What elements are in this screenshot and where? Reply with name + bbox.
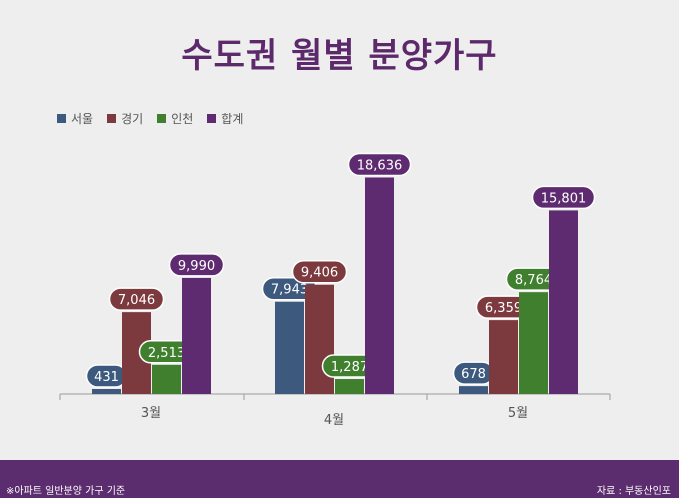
bar bbox=[459, 386, 488, 394]
footer-bar: ※아파트 일반분양 가구 기준 자료 : 부동산인포 bbox=[0, 460, 679, 498]
legend-item-gyeonggi: 경기 bbox=[107, 110, 143, 127]
bar bbox=[92, 388, 121, 394]
legend-swatch-seoul bbox=[57, 114, 66, 123]
legend-swatch-gyeonggi bbox=[107, 114, 117, 123]
data-label: 678 bbox=[461, 367, 486, 382]
bar bbox=[489, 320, 518, 394]
data-label: 2,513 bbox=[148, 346, 185, 361]
data-label: 9,990 bbox=[178, 259, 215, 274]
footer-source: 자료 : 부동산인포 bbox=[596, 486, 671, 497]
legend-item-total: 합계 bbox=[207, 110, 243, 127]
data-label-pill bbox=[108, 287, 165, 311]
data-label: 8,764 bbox=[515, 273, 552, 288]
bar bbox=[305, 284, 334, 394]
data-label: 1,287 bbox=[331, 360, 368, 375]
data-label: 15,801 bbox=[541, 191, 587, 206]
legend-swatch-total bbox=[207, 114, 217, 123]
bar bbox=[365, 177, 394, 394]
data-label-pill bbox=[291, 259, 348, 284]
data-label-pill bbox=[168, 253, 225, 277]
legend-label: 서울 bbox=[71, 112, 94, 126]
bar bbox=[549, 210, 578, 394]
data-label: 7,046 bbox=[118, 293, 155, 308]
data-label-pill bbox=[347, 152, 412, 177]
bar-chart: 431 7,943 678 7,046 9,406 6,359 2,513 1,287 8,76… bbox=[59, 152, 611, 428]
legend-item-seoul: 서울 bbox=[57, 110, 93, 127]
bar bbox=[152, 364, 181, 394]
data-label-pill bbox=[531, 185, 596, 210]
legend: 서울 경기 인천 합계 bbox=[57, 110, 243, 127]
bar bbox=[275, 301, 304, 394]
data-label: 6,359 bbox=[485, 301, 522, 316]
category-label: 5월 bbox=[508, 406, 528, 421]
legend-label: 합계 bbox=[221, 112, 244, 126]
data-label: 9,406 bbox=[301, 266, 338, 281]
legend-swatch-incheon bbox=[157, 114, 167, 123]
bar bbox=[335, 379, 364, 394]
category-label: 4월 bbox=[324, 413, 344, 428]
footer-note: ※아파트 일반분양 가구 기준 bbox=[6, 486, 126, 497]
category-label: 3월 bbox=[141, 406, 161, 421]
legend-item-incheon: 인천 bbox=[157, 110, 193, 127]
bar bbox=[519, 292, 548, 394]
bar bbox=[182, 277, 211, 394]
data-label: 18,636 bbox=[357, 158, 403, 173]
chart-title: 수도권 월별 분양가구 bbox=[181, 36, 498, 76]
legend-label: 경기 bbox=[121, 112, 144, 126]
data-label: 431 bbox=[94, 370, 119, 385]
legend-label: 인천 bbox=[171, 112, 194, 126]
data-label: 7,943 bbox=[271, 283, 308, 298]
